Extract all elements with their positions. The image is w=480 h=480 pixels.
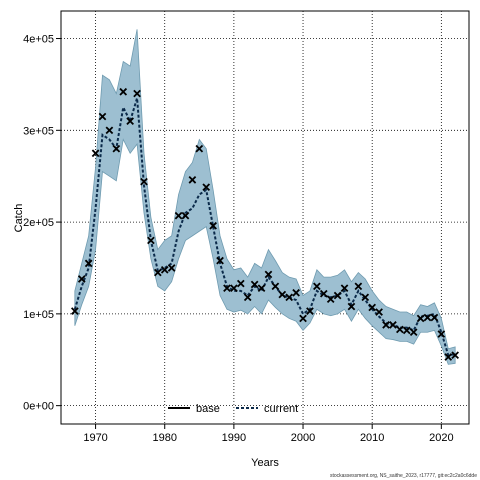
observed-point — [140, 177, 148, 186]
observed-point — [396, 325, 404, 334]
observed-point — [285, 293, 294, 302]
observed-point — [430, 313, 439, 322]
observed-point — [347, 302, 356, 311]
observed-point — [382, 321, 390, 329]
observed-point — [153, 268, 162, 277]
observed-point — [209, 221, 217, 230]
y-tick-label: 1e+05 — [23, 309, 54, 321]
observed-point — [230, 284, 238, 293]
legend-base-label: base — [196, 403, 220, 415]
y-axis: 0e+00 1e+05 2e+05 3e+05 4e+05 — [23, 34, 61, 413]
y-tick-label: 0e+00 — [23, 401, 54, 413]
x-tick-label: 1990 — [222, 432, 246, 444]
legend: base current — [168, 403, 298, 415]
observed-point — [147, 236, 155, 245]
x-tick-label: 2020 — [429, 432, 453, 444]
observed-point — [423, 313, 432, 322]
observed-point — [216, 256, 224, 265]
observed-point — [84, 259, 93, 268]
observed-point — [77, 275, 86, 283]
observed-point — [91, 149, 100, 158]
observed-point — [319, 289, 328, 298]
x-axis: 1970 1980 1990 2000 2010 2020 — [83, 424, 454, 444]
observed-point — [202, 183, 211, 192]
observed-point — [444, 353, 453, 361]
observed-point — [313, 282, 321, 291]
plot-frame — [60, 10, 470, 425]
observed-point — [306, 307, 314, 315]
observed-point — [133, 89, 141, 98]
observed-point — [271, 282, 280, 291]
x-axis-title: Years — [251, 457, 279, 469]
observed-point — [167, 264, 176, 272]
observed-point — [257, 284, 266, 293]
observed-point — [389, 321, 397, 329]
observed-point — [278, 290, 287, 299]
footnote: stockassessment.org, NS_saithe_2023, r17… — [330, 473, 477, 479]
observed-point — [299, 314, 307, 323]
y-tick-label: 3e+05 — [23, 125, 54, 137]
confidence-ribbon — [74, 29, 456, 365]
observed-point — [451, 351, 460, 360]
observed-point — [98, 112, 107, 121]
x-tick-label: 2000 — [291, 432, 315, 444]
observed-point — [264, 270, 273, 279]
observed-point — [292, 288, 300, 297]
observed-point — [126, 117, 134, 125]
x-tick-label: 1980 — [152, 432, 176, 444]
observed-point — [105, 126, 114, 135]
observed-point — [354, 282, 363, 291]
observed-point — [250, 280, 259, 289]
observed-point — [402, 326, 411, 335]
observed-point — [236, 279, 245, 288]
observed-point — [368, 303, 377, 312]
observed-point — [416, 314, 425, 323]
observed-point — [409, 328, 418, 337]
observed-point — [181, 211, 190, 220]
observed-points-layer — [70, 87, 460, 361]
observed-point — [160, 265, 169, 274]
legend-current-label: current — [264, 403, 298, 415]
observed-point — [112, 144, 121, 153]
x-tick-label: 2010 — [360, 432, 384, 444]
plot-area — [60, 10, 470, 425]
observed-point — [243, 293, 252, 302]
observed-point — [119, 87, 128, 96]
x-tick-label: 1970 — [83, 432, 107, 444]
observed-point — [375, 308, 383, 316]
y-tick-label: 4e+05 — [23, 34, 54, 46]
observed-point — [70, 307, 79, 315]
observed-point — [340, 284, 349, 293]
y-tick-label: 2e+05 — [23, 217, 54, 229]
observed-point — [223, 284, 231, 293]
observed-point — [188, 176, 197, 184]
observed-point — [326, 295, 335, 304]
observed-point — [174, 211, 183, 220]
observed-point — [195, 144, 204, 153]
confidence-ribbon-layer — [74, 29, 456, 365]
observed-point — [361, 293, 370, 302]
y-axis-title: Catch — [13, 204, 25, 233]
observed-point — [333, 291, 342, 300]
observed-point — [437, 330, 446, 338]
